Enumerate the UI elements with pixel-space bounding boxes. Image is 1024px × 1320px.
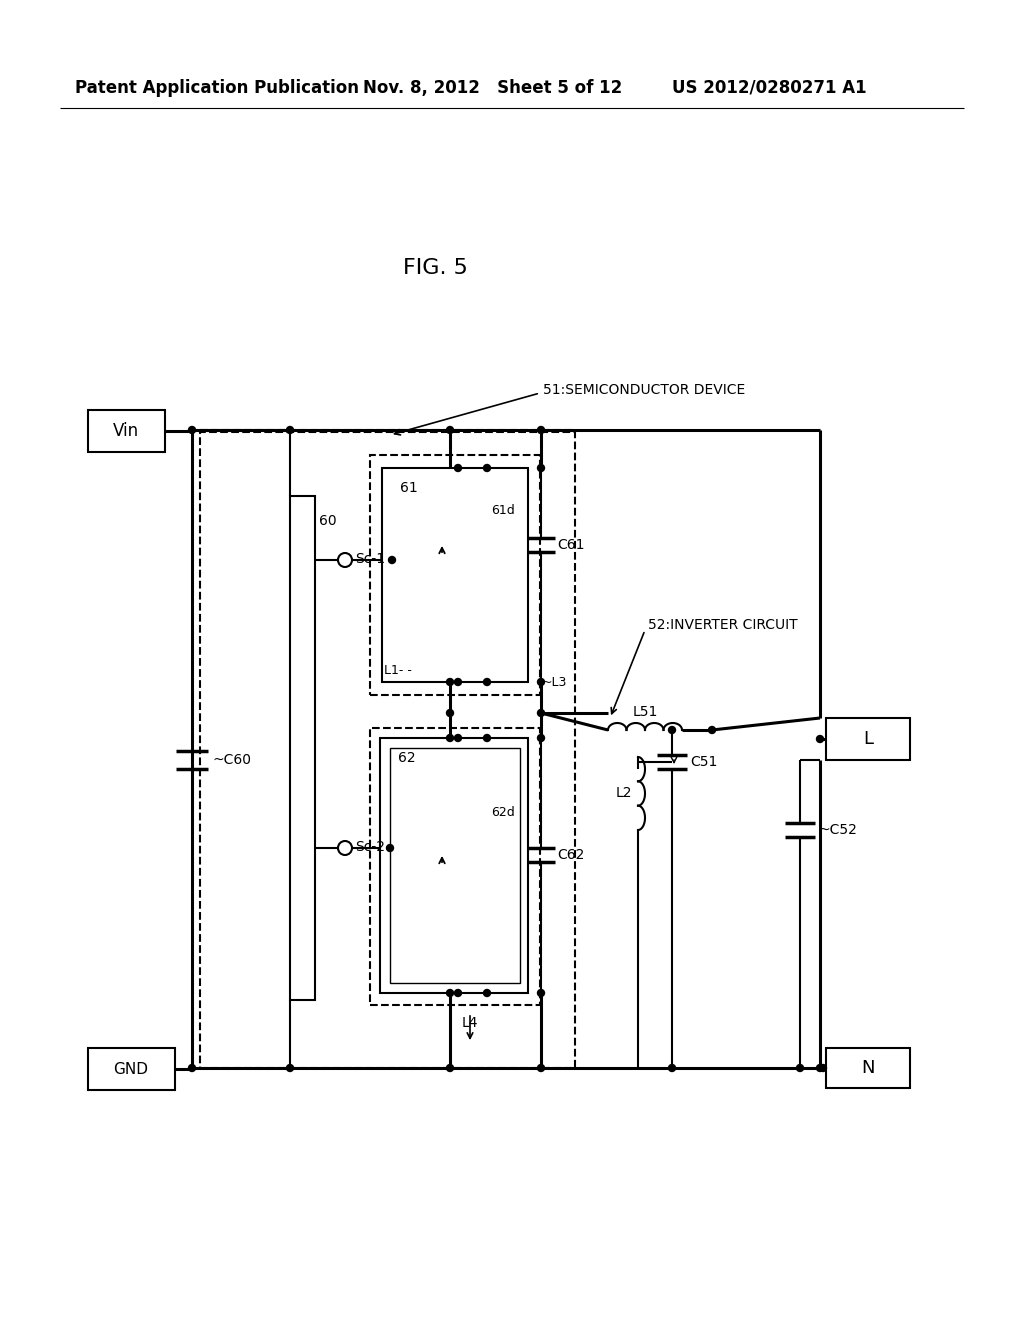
Text: Sc-2: Sc-2 <box>355 840 385 854</box>
Bar <box>370 729 540 1005</box>
Circle shape <box>797 1064 804 1072</box>
Text: 51:SEMICONDUCTOR DEVICE: 51:SEMICONDUCTOR DEVICE <box>543 383 745 397</box>
Text: L2: L2 <box>616 785 633 800</box>
Text: US 2012/0280271 A1: US 2012/0280271 A1 <box>672 79 866 96</box>
Circle shape <box>819 1064 826 1072</box>
Circle shape <box>455 990 462 997</box>
Text: 62d: 62d <box>490 807 515 820</box>
Text: N: N <box>861 1059 874 1077</box>
Bar <box>826 718 910 760</box>
Circle shape <box>816 735 823 742</box>
Circle shape <box>287 1064 294 1072</box>
Text: 62: 62 <box>398 751 416 766</box>
Text: C61: C61 <box>557 539 585 552</box>
Circle shape <box>386 845 393 851</box>
Text: 52:INVERTER CIRCUIT: 52:INVERTER CIRCUIT <box>648 618 798 632</box>
Circle shape <box>446 710 454 717</box>
Circle shape <box>455 678 462 685</box>
Bar <box>390 748 520 983</box>
Circle shape <box>538 426 545 433</box>
Circle shape <box>446 678 454 685</box>
Bar <box>380 738 528 993</box>
Circle shape <box>669 1064 676 1072</box>
Circle shape <box>709 726 716 734</box>
Bar <box>290 496 315 1001</box>
Text: 60: 60 <box>319 513 337 528</box>
Text: L: L <box>863 730 873 748</box>
Circle shape <box>188 1064 196 1072</box>
Circle shape <box>446 990 454 997</box>
Bar <box>88 1048 175 1090</box>
Bar <box>200 432 575 1068</box>
Text: FIG. 5: FIG. 5 <box>402 257 467 279</box>
Text: Nov. 8, 2012   Sheet 5 of 12: Nov. 8, 2012 Sheet 5 of 12 <box>362 79 623 96</box>
Text: C51: C51 <box>690 755 718 770</box>
Circle shape <box>816 1064 823 1072</box>
Circle shape <box>538 678 545 685</box>
Circle shape <box>446 426 454 433</box>
Circle shape <box>446 1064 454 1072</box>
Text: Patent Application Publication: Patent Application Publication <box>75 79 359 96</box>
Circle shape <box>538 990 545 997</box>
Text: Sc-1: Sc-1 <box>355 552 385 566</box>
Text: 61d: 61d <box>490 504 515 517</box>
Text: ~C52: ~C52 <box>818 822 857 837</box>
Circle shape <box>483 465 490 471</box>
Text: ~C60: ~C60 <box>212 752 251 767</box>
Text: 61: 61 <box>400 480 418 495</box>
Bar <box>88 411 165 451</box>
Circle shape <box>538 734 545 742</box>
Circle shape <box>483 990 490 997</box>
Circle shape <box>188 426 196 433</box>
Circle shape <box>538 465 545 471</box>
Polygon shape <box>474 822 500 861</box>
Text: L1- -: L1- - <box>384 664 412 676</box>
Circle shape <box>455 465 462 471</box>
Circle shape <box>446 734 454 742</box>
Bar <box>826 1048 910 1088</box>
Bar <box>382 469 528 682</box>
Text: L51: L51 <box>632 705 657 719</box>
Polygon shape <box>474 520 500 558</box>
Bar <box>370 455 540 696</box>
Circle shape <box>455 734 462 742</box>
Circle shape <box>388 557 395 564</box>
Text: ~L3: ~L3 <box>542 676 567 689</box>
Circle shape <box>538 1064 545 1072</box>
Circle shape <box>287 426 294 433</box>
Circle shape <box>483 678 490 685</box>
Text: Vin: Vin <box>113 422 139 440</box>
Circle shape <box>483 734 490 742</box>
Circle shape <box>669 726 676 734</box>
Text: C62: C62 <box>557 847 585 862</box>
Circle shape <box>538 710 545 717</box>
Text: GND: GND <box>114 1061 148 1077</box>
Text: L4: L4 <box>462 1016 478 1030</box>
